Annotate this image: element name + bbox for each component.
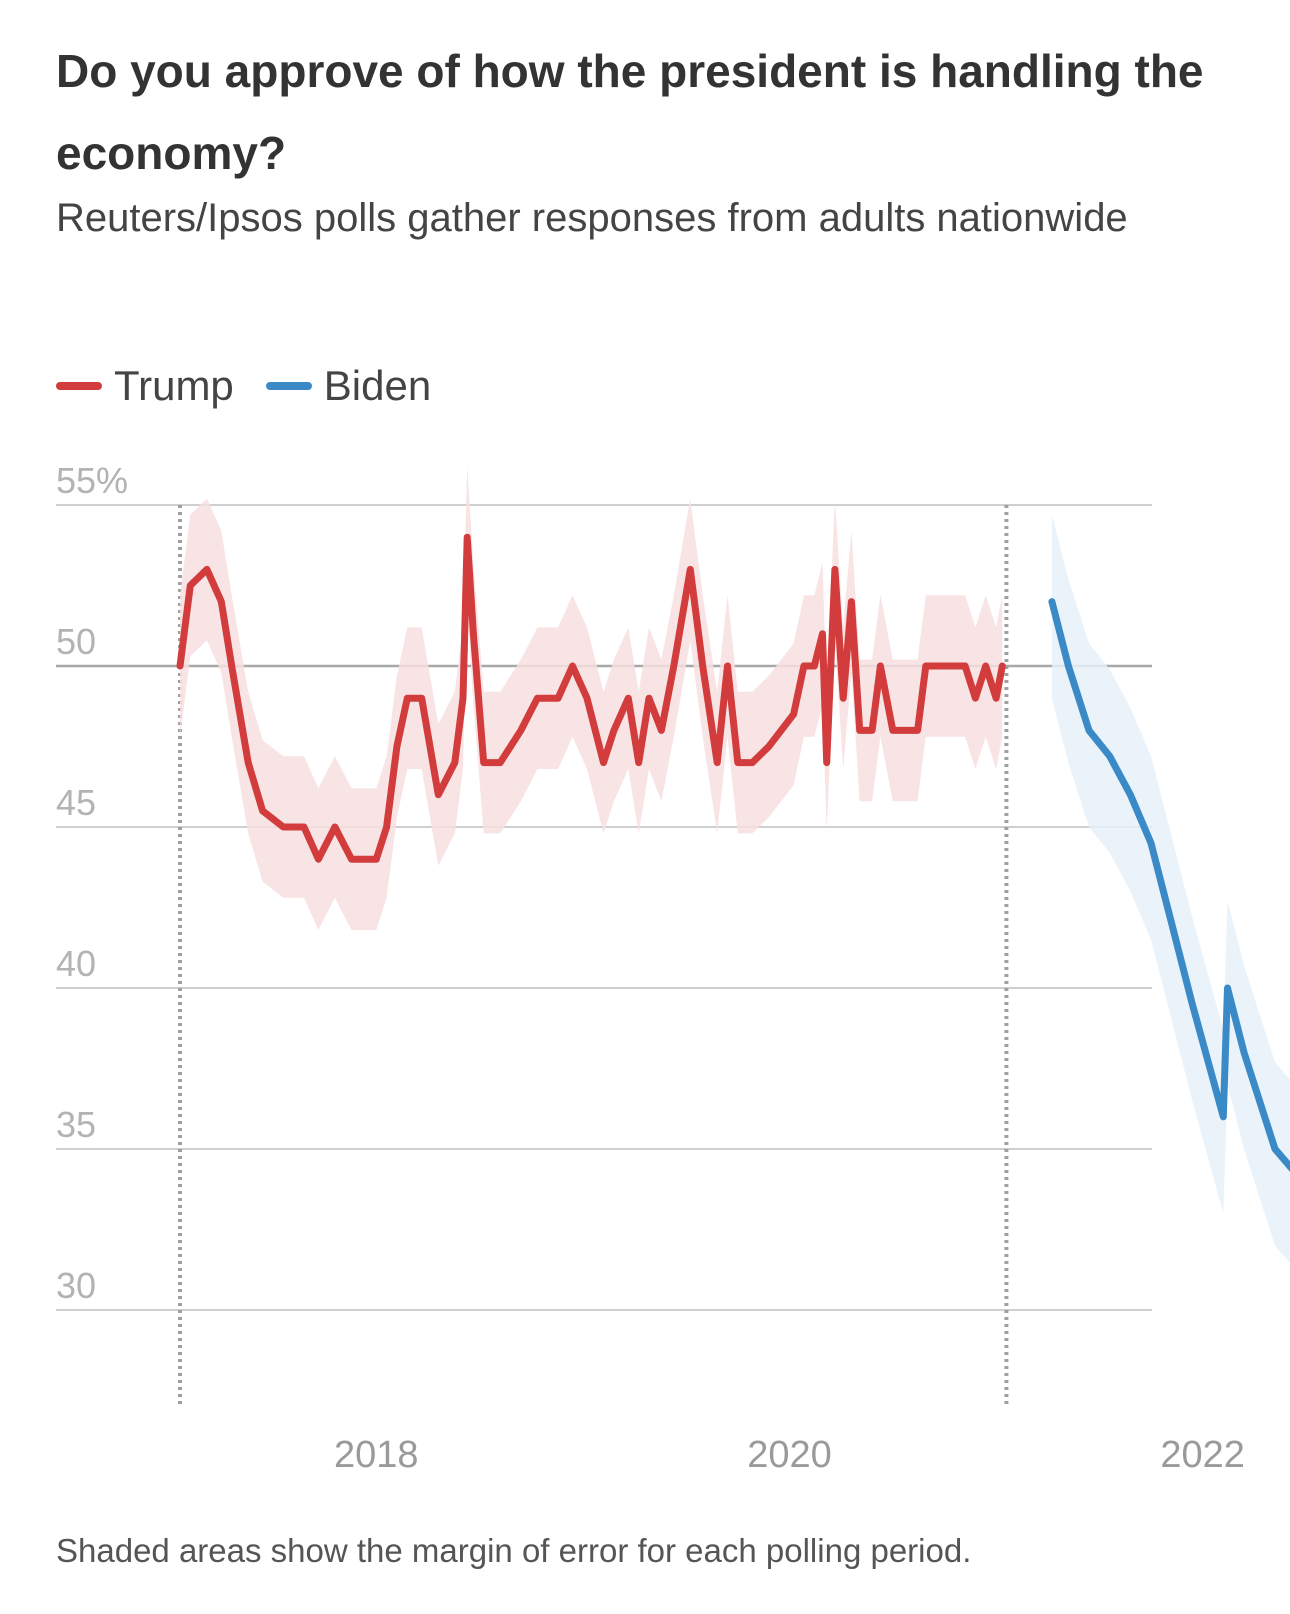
- y-tick-label: 55%: [56, 460, 128, 501]
- x-tick-label: 2018: [334, 1434, 419, 1476]
- y-tick-label: 40: [56, 943, 96, 984]
- legend-item-trump: Trump: [56, 362, 234, 410]
- chart-title: Do you approve of how the president is h…: [56, 45, 1204, 179]
- y-tick-label: 50: [56, 621, 96, 662]
- series-line-biden: [1048, 598, 1290, 1172]
- y-tick-label: 30: [56, 1265, 96, 1306]
- line-chart: 55%50454035302018202020222024202629%: [56, 460, 1290, 1476]
- chart-footnote: Shaded areas show the margin of error fo…: [56, 1532, 972, 1569]
- legend-swatch-biden: [265, 382, 312, 390]
- legend-label-biden: Biden: [323, 362, 432, 409]
- legend-label-trump: Trump: [114, 362, 234, 409]
- chart-subtitle: Reuters/Ipsos polls gather responses fro…: [56, 196, 1128, 240]
- x-tick-label: 2020: [747, 1434, 832, 1476]
- series-line-trump: [176, 533, 1006, 863]
- x-tick-label: 2022: [1160, 1434, 1245, 1476]
- y-tick-label: 35: [56, 1104, 96, 1145]
- margin-of-error-band-biden: [1051, 514, 1290, 1264]
- legend-item-biden: Biden: [265, 362, 432, 410]
- legend: Trump Biden: [56, 362, 431, 410]
- y-tick-label: 45: [56, 782, 96, 823]
- legend-swatch-trump: [56, 382, 102, 390]
